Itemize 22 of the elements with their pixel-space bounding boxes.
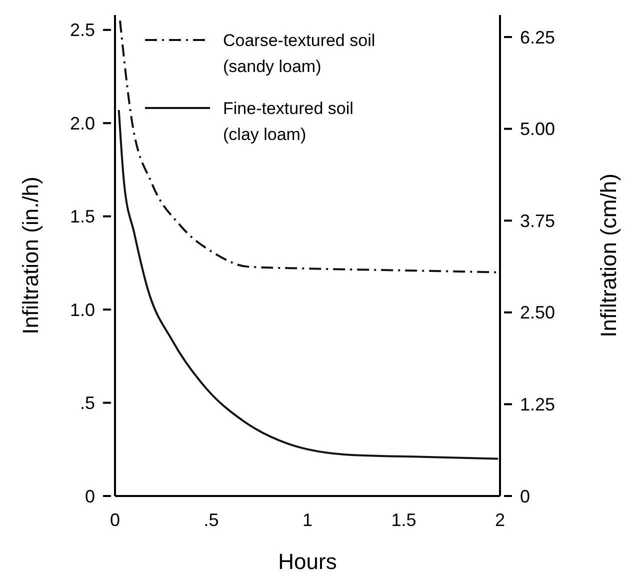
y2-tick-label: 3.75	[520, 210, 556, 231]
y2-tick-label: 5.00	[520, 119, 556, 140]
y2-tick-label: 1.25	[520, 394, 556, 415]
x-tick-label: .5	[204, 510, 219, 530]
legend-label: Coarse-textured soil (sandy loam)	[223, 31, 376, 76]
y2-tick-label: 6.25	[520, 27, 556, 48]
y2-axis-title: Infiltration (cm/h)	[596, 174, 621, 338]
y-tick-label: 0	[84, 486, 95, 506]
x-tick-label: 0	[110, 510, 120, 530]
x-tick-label: 1.5	[391, 510, 416, 530]
x-tick-label: 1	[302, 510, 313, 530]
y2-tick-label: 2.50	[520, 302, 556, 323]
y-tick-label: 1.5	[70, 206, 95, 227]
legend-label: Fine-textured soil (clay loam)	[223, 99, 354, 144]
y-tick-label: .5	[80, 393, 95, 414]
y-tick-label: 2.5	[70, 20, 95, 40]
y2-tick-label: 0	[520, 486, 530, 506]
y-tick-label: 1.0	[70, 300, 95, 320]
y-axis-title: Infiltration (in./h)	[18, 176, 43, 334]
y-tick-label: 2.0	[70, 113, 95, 134]
x-tick-label: 2	[494, 510, 506, 530]
x-axis-title: Hours	[278, 549, 337, 574]
